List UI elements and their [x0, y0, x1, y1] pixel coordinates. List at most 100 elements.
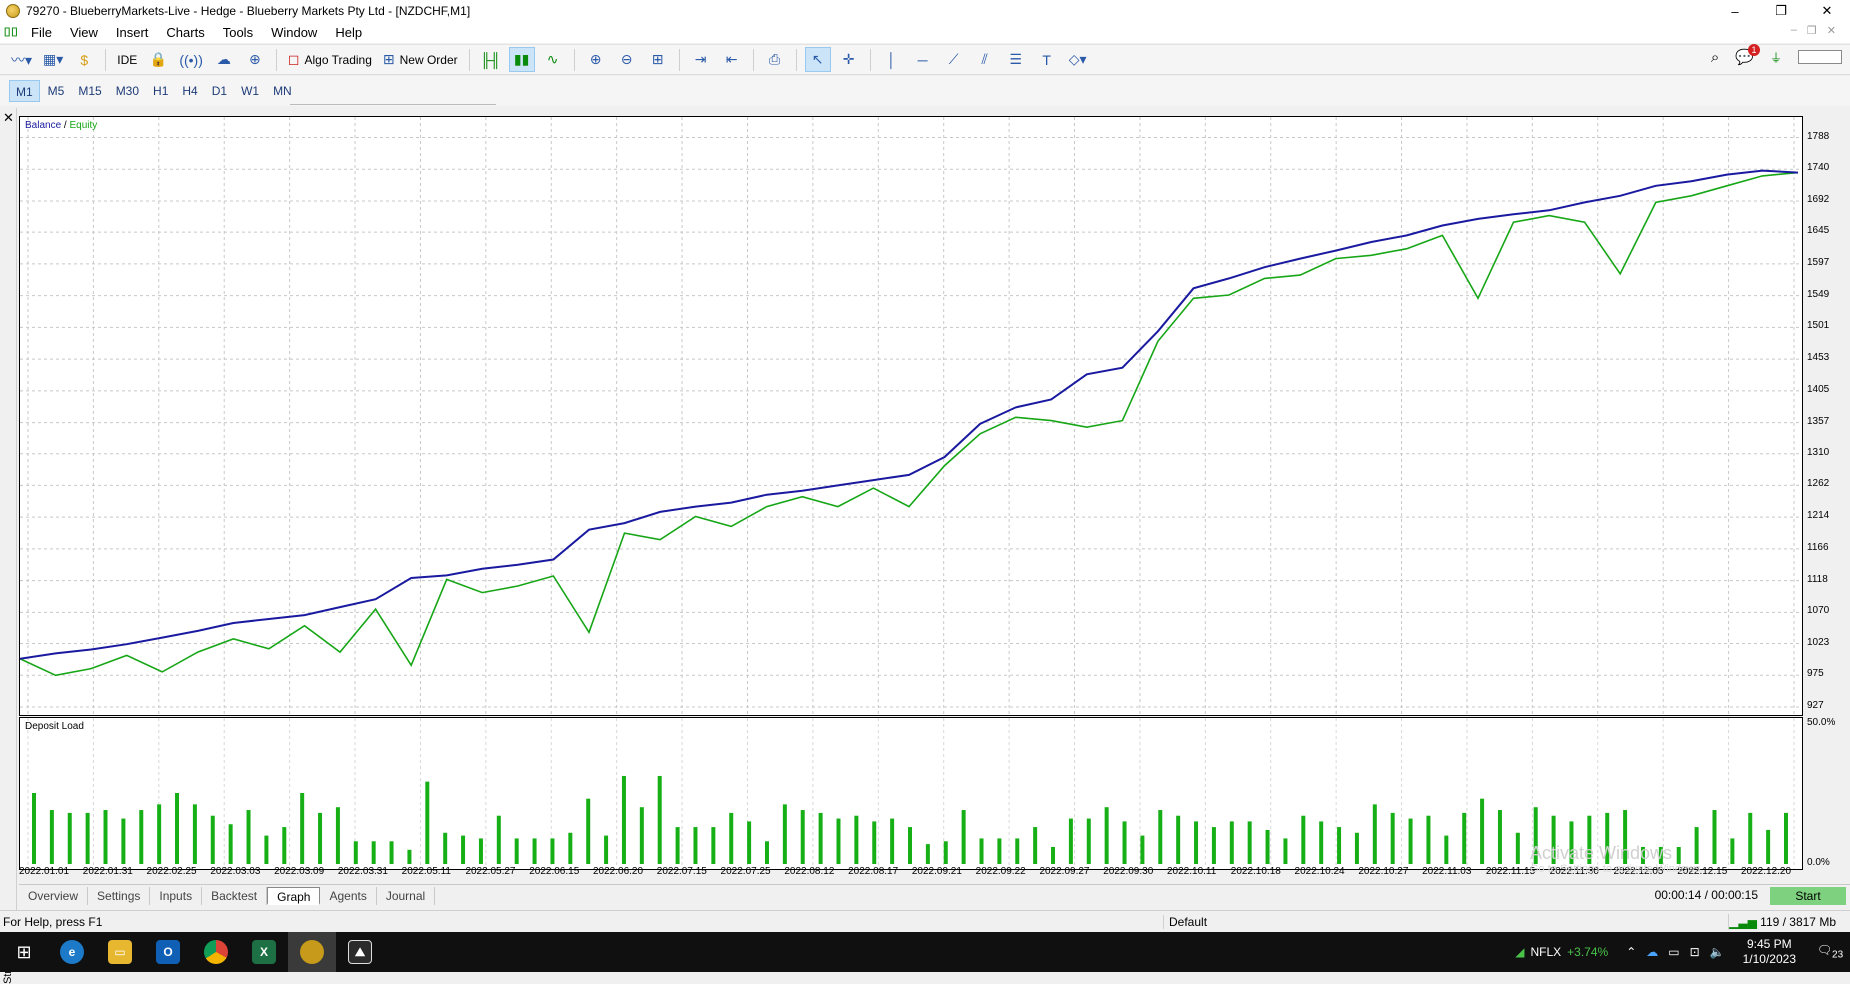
- channel-icon[interactable]: ⫽: [981, 51, 988, 67]
- screenshot-icon[interactable]: ⎙: [769, 51, 781, 67]
- line-chart-icon[interactable]: ∿: [546, 51, 559, 67]
- tab-overview[interactable]: Overview: [19, 886, 89, 905]
- balance-equity-chart[interactable]: Balance / Equity: [19, 116, 1803, 716]
- candlestick-icon[interactable]: ▮▮: [508, 47, 535, 72]
- zoom-in-icon[interactable]: ⊕: [589, 51, 602, 67]
- vertical-line-icon[interactable]: │: [887, 51, 897, 68]
- close-tester-icon[interactable]: ✕: [3, 110, 14, 125]
- crosshair-icon[interactable]: ✛: [842, 51, 855, 67]
- restore-button[interactable]: ❐: [1775, 3, 1787, 18]
- vps-icon[interactable]: ⊕: [249, 51, 261, 67]
- tab-settings[interactable]: Settings: [88, 886, 151, 905]
- market-icon[interactable]: $: [80, 51, 89, 68]
- ide-button[interactable]: IDE: [117, 52, 138, 67]
- menu-file[interactable]: File: [31, 25, 52, 40]
- volume-icon[interactable]: 🔈: [1709, 945, 1725, 959]
- lock-icon[interactable]: 🔒: [149, 51, 168, 67]
- date-axis-label: 2022.03.09: [274, 866, 325, 877]
- tab-graph[interactable]: Graph: [267, 886, 321, 905]
- chart-type-icon[interactable]: 〰▾: [11, 51, 33, 68]
- signals-icon[interactable]: ((•)): [179, 51, 203, 68]
- deposit-load-bar: [175, 793, 180, 864]
- tab-backtest[interactable]: Backtest: [202, 886, 268, 905]
- tab-journal[interactable]: Journal: [377, 886, 436, 905]
- menu-tools[interactable]: Tools: [222, 25, 254, 40]
- deposit-load-bar: [353, 841, 358, 864]
- new-order-button[interactable]: ⊞ New Order: [380, 47, 461, 72]
- clock-time: 9:45 PM: [1746, 937, 1792, 951]
- bar-chart-icon[interactable]: ╟╢: [480, 51, 501, 68]
- chevron-up-icon[interactable]: ⌃: [1626, 945, 1637, 959]
- deposit-load-bar: [407, 849, 412, 864]
- photos-icon[interactable]: ⛰: [336, 932, 384, 972]
- text-icon[interactable]: T: [1042, 51, 1051, 68]
- deposit-load-bar: [604, 835, 609, 864]
- main-toolbar: 〰▾ ▦▾ $ IDE 🔒 ((•)) ☁ ⊕ ◻ Algo Trading ⊞ N…: [0, 44, 1850, 75]
- cloud-icon[interactable]: ☁: [216, 51, 231, 67]
- start-button[interactable]: Start: [1770, 887, 1846, 905]
- mdi-minimize-button[interactable]: –: [1790, 24, 1797, 36]
- deposit-load-bar: [568, 832, 573, 864]
- toolbar-separator: [573, 48, 575, 71]
- price-axis-label: 975: [1807, 668, 1824, 680]
- cursor-icon[interactable]: ↖: [804, 47, 831, 72]
- fibonacci-icon[interactable]: ☰: [1009, 51, 1022, 67]
- menu-view[interactable]: View: [69, 25, 98, 40]
- horizontal-line-icon[interactable]: ─: [917, 51, 928, 68]
- date-axis-label: 2022.06.15: [529, 866, 580, 877]
- deposit-load-chart[interactable]: Deposit Load: [19, 717, 1803, 870]
- timeframe-m15[interactable]: M15: [78, 84, 102, 98]
- price-axis-label: 927: [1807, 700, 1824, 711]
- autoscroll-icon[interactable]: ⇥: [694, 51, 707, 67]
- menu-window[interactable]: Window: [271, 25, 318, 40]
- deposit-load-bar: [1480, 798, 1485, 864]
- search-icon[interactable]: ⌕: [1710, 48, 1720, 66]
- outlook-icon[interactable]: O: [144, 932, 192, 972]
- deposit-load-bar: [478, 838, 483, 864]
- deposit-load-bar: [228, 824, 233, 864]
- chart-shift-icon[interactable]: ⇤: [725, 51, 738, 67]
- tile-windows-icon[interactable]: ⊞: [651, 51, 664, 67]
- chart-window-icon[interactable]: ⌷⌷: [3, 25, 19, 39]
- mdi-restore-button[interactable]: ❐: [1806, 25, 1817, 37]
- timeframe-m30[interactable]: M30: [115, 84, 140, 98]
- tab-agents[interactable]: Agents: [320, 886, 377, 905]
- taskbar-clock[interactable]: 9:45 PM 1/10/2023: [1743, 937, 1796, 967]
- timeframe-w1[interactable]: W1: [241, 84, 260, 98]
- templates-icon[interactable]: ▦▾: [43, 51, 64, 67]
- timeframe-m5[interactable]: M5: [47, 84, 65, 98]
- menu-insert[interactable]: Insert: [115, 25, 149, 40]
- notifications-icon[interactable]: 💬 1: [1735, 44, 1760, 66]
- notification-center-icon[interactable]: 🗨23: [1816, 943, 1844, 961]
- status-profile[interactable]: Default: [1163, 914, 1207, 929]
- battery-icon[interactable]: ▭: [1668, 945, 1680, 959]
- deposit-axis-bottom: 0.0%: [1807, 857, 1830, 868]
- excel-icon[interactable]: X: [240, 932, 288, 972]
- minimize-button[interactable]: –: [1731, 3, 1739, 19]
- tab-inputs[interactable]: Inputs: [150, 886, 203, 905]
- shapes-icon[interactable]: ◇▾: [1068, 51, 1087, 67]
- close-button[interactable]: ✕: [1821, 3, 1833, 18]
- zoom-out-icon[interactable]: ⊖: [620, 51, 633, 67]
- timeframe-h4[interactable]: H4: [182, 84, 198, 98]
- clock-date: 1/10/2023: [1742, 952, 1796, 966]
- algo-trading-button[interactable]: ◻ Algo Trading: [285, 47, 375, 72]
- menu-charts[interactable]: Charts: [166, 25, 205, 40]
- chrome-icon[interactable]: [192, 932, 240, 972]
- deposit-load-bar: [1051, 846, 1056, 864]
- metatrader-taskbar-icon[interactable]: [288, 932, 336, 972]
- windows-start-icon[interactable]: ⊞: [16, 941, 32, 962]
- edge-browser-icon[interactable]: e: [48, 932, 96, 972]
- trendline-icon[interactable]: ⟋: [948, 51, 959, 67]
- file-explorer-icon[interactable]: ▭: [96, 932, 144, 972]
- toolbar-separator: [678, 48, 680, 71]
- mdi-close-button[interactable]: ✕: [1826, 25, 1836, 37]
- timeframe-m1[interactable]: M1: [9, 80, 40, 102]
- menu-help[interactable]: Help: [335, 25, 363, 40]
- timeframe-h1[interactable]: H1: [153, 84, 169, 98]
- onedrive-icon[interactable]: ☁: [1646, 945, 1659, 959]
- stock-widget[interactable]: ◢ NFLX +3.74%: [1515, 945, 1608, 959]
- timeframe-mn[interactable]: MN: [273, 84, 292, 98]
- network-icon[interactable]: ⊡: [1689, 945, 1700, 959]
- timeframe-d1[interactable]: D1: [211, 84, 228, 98]
